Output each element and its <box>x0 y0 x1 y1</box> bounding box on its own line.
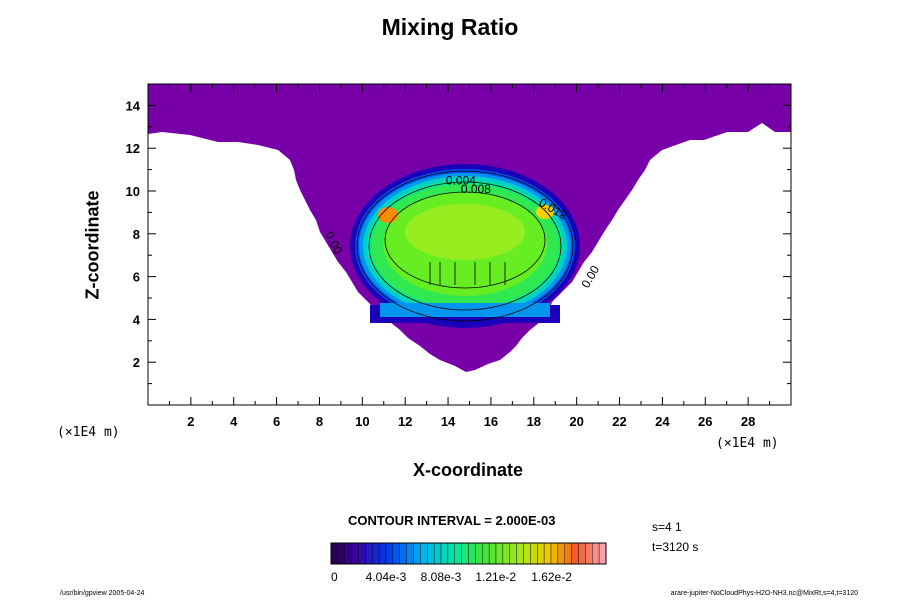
colorbar-swatch <box>509 542 517 565</box>
colorbar: 0 4.04e-3 8.08e-3 1.21e-2 1.62e-2 <box>330 542 607 584</box>
colorbar-swatch <box>454 542 462 565</box>
y-tick-label: 14 <box>126 98 141 113</box>
colorbar-swatch <box>475 542 483 565</box>
colorbar-tick-label: 8.08e-3 <box>421 570 462 584</box>
contour-label: 0.00 <box>578 263 602 291</box>
x-tick-label: 24 <box>655 414 670 429</box>
colorbar-swatch <box>543 542 552 565</box>
colorbar-tick-label: 1.62e-2 <box>531 570 572 584</box>
time-label: t=3120 s <box>652 540 699 554</box>
colorbar-swatch <box>516 542 524 565</box>
y-tick-label: 10 <box>126 184 140 199</box>
colorbar-swatch <box>365 542 373 565</box>
x-tick-label: 26 <box>698 414 712 429</box>
colorbar-swatch <box>592 542 600 565</box>
colorbar-swatch <box>488 542 497 565</box>
y-axis-ticks: 2 4 6 8 10 12 14 <box>126 98 791 385</box>
colorbar-swatch <box>502 542 510 565</box>
colorbar-swatch <box>537 542 545 565</box>
contour-line-1 <box>368 181 562 311</box>
colorbar-swatch <box>530 542 538 565</box>
colorbar-swatch <box>392 542 400 565</box>
colorbar-tick-label: 4.04e-3 <box>366 570 407 584</box>
colorbar-swatch <box>427 542 435 565</box>
colorbar-swatch <box>433 542 442 565</box>
contour-label: 0.004 <box>446 174 476 188</box>
colorbar-swatch <box>598 542 607 565</box>
y-tick-label: 12 <box>126 141 140 156</box>
colorbar-tick-label: 1.21e-2 <box>475 570 516 584</box>
colorbar-swatch <box>385 542 394 565</box>
colorbar-swatch <box>468 542 476 565</box>
x-tick-label: 8 <box>316 414 323 429</box>
colorbar-swatch <box>420 542 428 565</box>
x-tick-label: 12 <box>398 414 412 429</box>
colorbar-swatch <box>378 542 387 565</box>
x-tick-label: 22 <box>612 414 626 429</box>
colorbar-swatch <box>344 542 352 565</box>
chart-title: Mixing Ratio <box>381 14 519 40</box>
colorbar-swatch <box>330 542 339 565</box>
y-tick-label: 2 <box>133 355 140 370</box>
x-tick-label: 2 <box>187 414 194 429</box>
x-tick-label: 14 <box>441 414 456 429</box>
colorbar-swatch <box>399 542 407 565</box>
colorbar-swatch <box>372 542 380 565</box>
x-tick-label: 16 <box>484 414 498 429</box>
plume-contours <box>350 164 580 328</box>
footer-source: arare-jupiter-NoCloudPhys-H2O-NH3.nc@Mix… <box>670 590 858 597</box>
contour-line-0 <box>356 170 574 322</box>
x-tick-label: 18 <box>527 414 541 429</box>
colorbar-swatch <box>482 542 490 565</box>
colorbar-swatch <box>358 542 366 565</box>
contour-label: 0.008 <box>461 182 491 196</box>
colorbar-swatch <box>351 542 359 565</box>
x-tick-label: 6 <box>273 414 280 429</box>
x-axis-ticks: 2 4 6 8 10 12 14 16 18 20 22 24 26 28 <box>168 84 771 429</box>
colorbar-swatch <box>523 542 531 565</box>
colorbar-swatch <box>585 542 593 565</box>
contour-band-7 <box>405 204 525 260</box>
y-tick-label: 4 <box>133 312 141 327</box>
x-tick-label: 28 <box>741 414 755 429</box>
colorbar-swatch <box>461 542 469 565</box>
colorbar-swatch <box>413 542 421 565</box>
y-tick-label: 8 <box>133 227 140 242</box>
colorbar-border <box>330 542 607 565</box>
colorbar-swatch <box>337 542 345 565</box>
colorbar-swatch <box>440 542 449 565</box>
x-axis-unit: (×1E4 m) <box>716 436 779 451</box>
x-tick-label: 20 <box>569 414 583 429</box>
step-label: s=4 1 <box>652 520 682 534</box>
y-tick-label: 6 <box>133 270 140 285</box>
contour-interval-label: CONTOUR INTERVAL = 2.000E-03 <box>348 513 556 528</box>
x-tick-label: 10 <box>355 414 369 429</box>
colorbar-swatch <box>550 542 559 565</box>
y-axis-unit: (×1E4 m) <box>57 425 120 440</box>
colorbar-swatch <box>571 542 579 565</box>
colorbar-swatch <box>406 542 414 565</box>
x-axis-label: X-coordinate <box>412 460 523 480</box>
colorbar-swatch <box>557 542 565 565</box>
colorbar-tick-label: 0 <box>331 570 338 584</box>
colorbar-swatch <box>495 542 504 565</box>
contour-line-2 <box>384 191 546 289</box>
colorbar-swatch <box>564 542 572 565</box>
colorbar-swatch <box>447 542 455 565</box>
colorbar-swatch <box>578 542 586 565</box>
footer-command: /usr/bin/gpview 2005-04-24 <box>60 590 145 597</box>
x-tick-label: 4 <box>230 414 238 429</box>
y-axis-label: Z-coordinate <box>82 190 103 300</box>
